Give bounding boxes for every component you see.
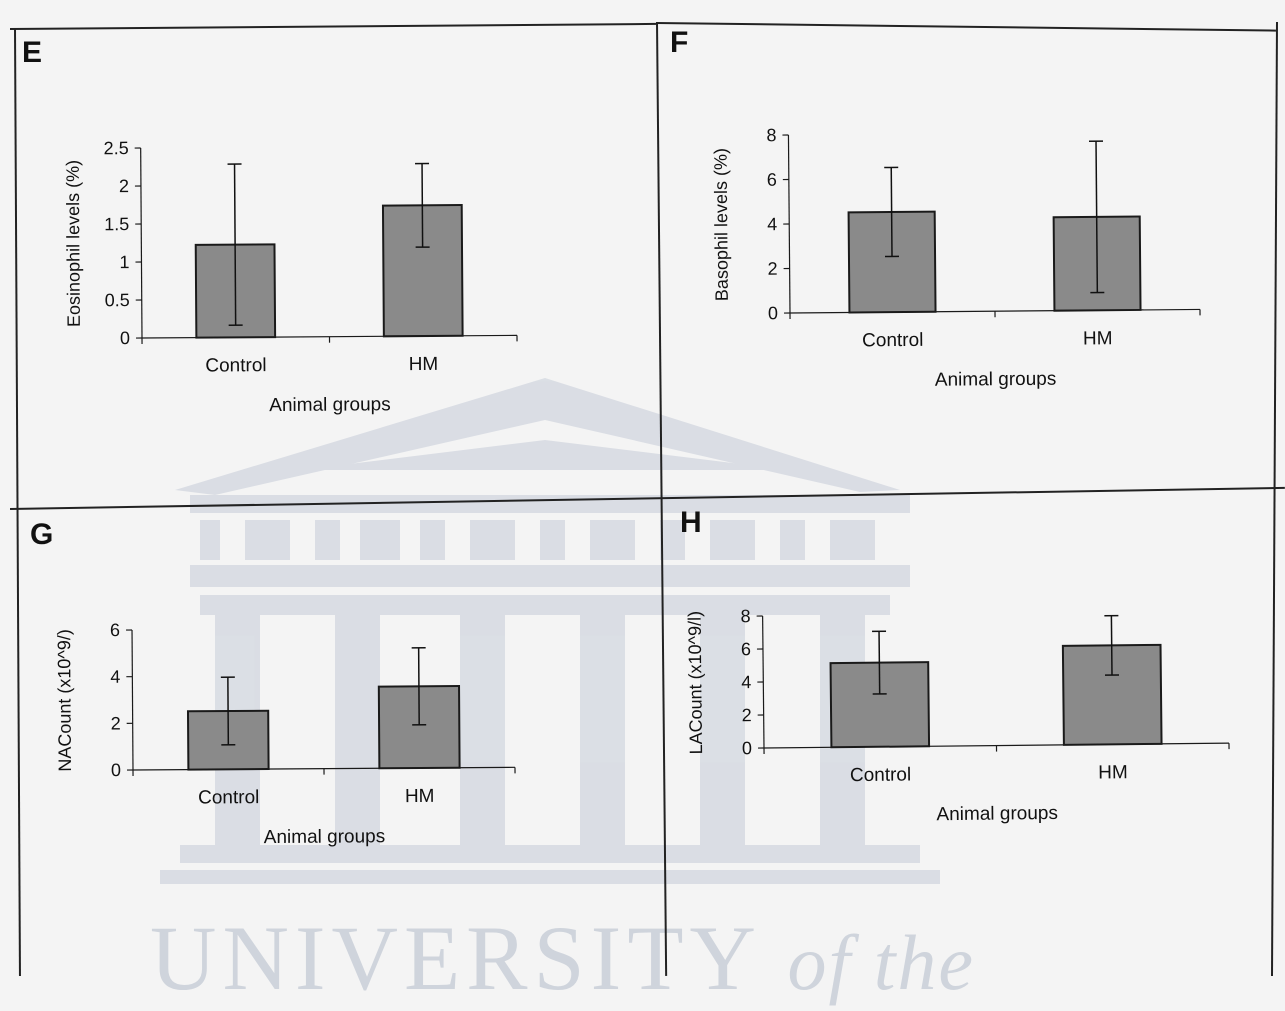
chart-plot-group: 0 2 4 6 8 Control HM Animal groups LACount (x10^…	[685, 601, 1230, 828]
x-category-label: HM	[1098, 762, 1128, 783]
error-bar-hm	[1111, 616, 1112, 675]
y-tick-label: 0	[742, 738, 752, 758]
la-count-chart: 0 2 4 6 8 Control HM Animal groups LACount (x10^…	[0, 0, 1285, 976]
error-bar-control	[879, 631, 880, 694]
y-tick-label: 8	[740, 606, 750, 626]
x-axis-title: Animal groups	[936, 803, 1058, 825]
y-axis-title: LACount (x10^9/l)	[685, 611, 707, 755]
y-tick-label: 6	[741, 639, 751, 659]
x-category-label: Control	[850, 764, 911, 786]
y-tick-label: 4	[741, 672, 751, 692]
y-tick-label: 2	[742, 705, 752, 725]
